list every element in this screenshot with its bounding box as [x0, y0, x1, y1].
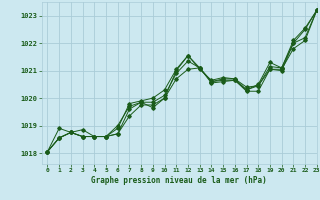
- X-axis label: Graphe pression niveau de la mer (hPa): Graphe pression niveau de la mer (hPa): [91, 176, 267, 185]
